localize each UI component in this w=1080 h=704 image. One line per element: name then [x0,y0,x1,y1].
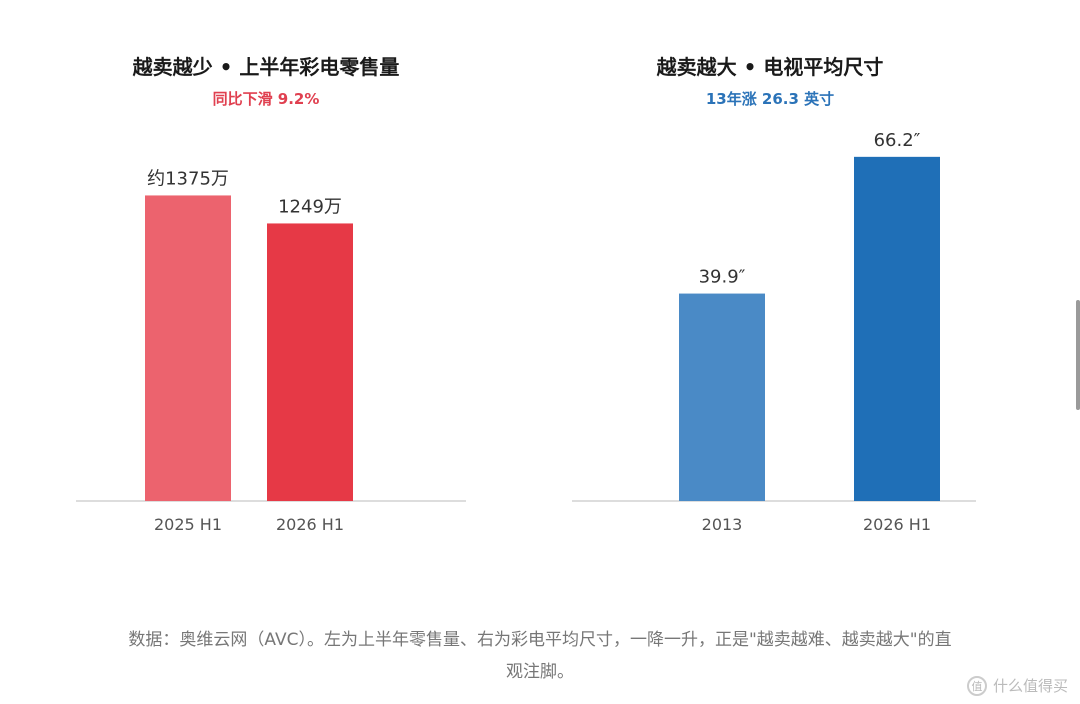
chart-2-title: 越卖越大 • 电视平均尺寸 [656,55,884,79]
watermark-text: 什么值得买 [992,677,1068,695]
watermark: 值 什么值得买 [966,675,1068,696]
chart-1-subtitle: 同比下滑 9.2% [213,90,320,108]
data-label: 约1375万 [147,168,229,189]
chart-2-subtitle: 13年涨 26.3 英寸 [706,90,834,108]
caption-line-1: 数据：奥维云网（AVC）。左为上半年零售量、右为彩电平均尺寸，一降一升，正是"越… [128,630,952,650]
caption: 数据：奥维云网（AVC）。左为上半年零售量、右为彩电平均尺寸，一降一升，正是"越… [0,624,1080,688]
caption-line-2: 观注脚。 [506,662,574,682]
scrollbar-thumb[interactable] [1076,300,1080,410]
data-label: 66.2″ [874,130,921,151]
bar-2026-h1 [854,156,940,501]
bar-2025-h1 [145,195,231,501]
chart-1-title: 越卖越少 • 上半年彩电零售量 [132,55,400,79]
chart-2: 越卖越大 • 电视平均尺寸 13年涨 26.3 英寸 39.9″ 2013 66.2″ 2… [572,55,976,534]
data-label: 39.9″ [699,267,746,288]
bar-2026-h1 [267,223,353,501]
watermark-logo-icon: 值 [966,675,987,696]
x-tick-label: 2013 [702,515,743,534]
bar-2013 [679,293,765,501]
data-label: 1249万 [278,196,342,217]
x-tick-label: 2025 H1 [154,515,222,534]
x-tick-label: 2026 H1 [276,515,344,534]
x-tick-label: 2026 H1 [863,515,931,534]
